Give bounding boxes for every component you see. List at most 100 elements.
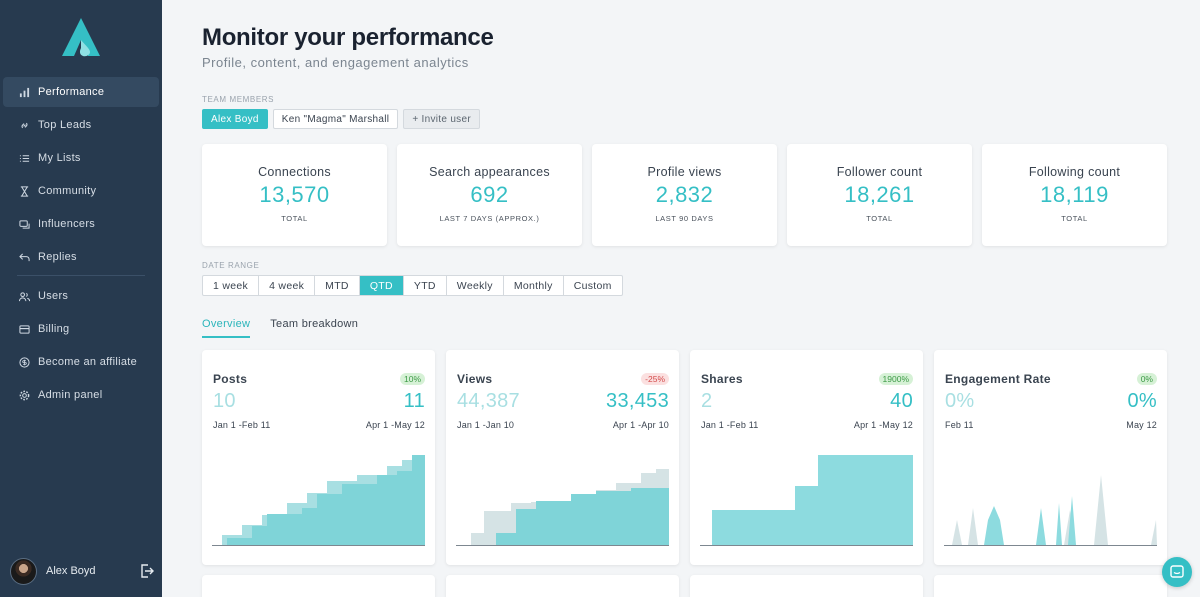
- brand-logo-icon[interactable]: [60, 16, 102, 58]
- invite-user-button[interactable]: + Invite user: [403, 109, 480, 129]
- list-icon: [18, 152, 30, 164]
- range-option-ytd[interactable]: YTD: [404, 276, 447, 295]
- stat-value: 13,570: [259, 182, 330, 207]
- credit-card-icon: [18, 323, 30, 335]
- range-option-weekly[interactable]: Weekly: [447, 276, 504, 295]
- stat-title: Connections: [258, 165, 331, 179]
- sidebar-item-replies[interactable]: Replies: [3, 242, 159, 272]
- metric-cards: Posts 10% 10 11 Jan 1 -Feb 11 Apr 1 -May…: [202, 350, 1167, 565]
- engagement-rate-chart: [944, 475, 1157, 546]
- logout-icon[interactable]: [139, 563, 155, 579]
- current-period-area: [456, 488, 669, 545]
- dollar-icon: [18, 356, 30, 368]
- stat-subtitle: TOTAL: [866, 214, 893, 223]
- metric-current-range: May 12: [1126, 420, 1157, 430]
- stat-subtitle: LAST 7 DAYS (APPROX.): [439, 214, 540, 223]
- metric-current-range: Apr 1 -May 12: [365, 420, 425, 430]
- views-area-chart: [456, 469, 669, 546]
- stat-subtitle: TOTAL: [1061, 214, 1088, 223]
- stat-cards: Connections 13,570 TOTAL Search appearan…: [202, 144, 1167, 246]
- sidebar-item-label: Replies: [38, 251, 77, 263]
- range-option-4-week[interactable]: 4 week: [259, 276, 316, 295]
- metric-current-value: 33,453: [606, 390, 669, 412]
- stat-title: Search appearances: [429, 165, 550, 179]
- metric-current-range: Apr 1 -May 12: [853, 420, 913, 430]
- team-members-label: TEAM MEMBERS: [202, 95, 275, 104]
- range-option-monthly[interactable]: Monthly: [504, 276, 564, 295]
- content-tabs: Overview Team breakdown: [202, 318, 358, 338]
- chat-support-button[interactable]: [1162, 557, 1192, 587]
- metric-previous-value: 10: [213, 390, 236, 412]
- sidebar-item-label: Influencers: [38, 218, 96, 230]
- stat-card-following-count: Following count 18,119 TOTAL: [982, 144, 1167, 246]
- date-range-selector: 1 week 4 week MTD QTD YTD Weekly Monthly…: [202, 275, 623, 296]
- team-member-chip[interactable]: Ken "Magma" Marshall: [272, 109, 399, 129]
- metric-previous-range: Jan 1 -Feb 11: [213, 420, 271, 430]
- sidebar-item-label: Admin panel: [38, 389, 103, 401]
- metric-previous-range: Jan 1 -Feb 11: [701, 420, 759, 430]
- reply-icon: [18, 251, 30, 263]
- metric-change-badge: 10%: [399, 373, 425, 385]
- metric-card: [934, 575, 1167, 597]
- page-title: Monitor your performance: [202, 24, 494, 51]
- previous-period-area: [952, 475, 1157, 545]
- sidebar-item-performance[interactable]: Performance: [3, 77, 159, 107]
- range-option-1-week[interactable]: 1 week: [203, 276, 260, 295]
- metric-card-engagement-rate: Engagement Rate 0% 0% 0% Feb 11 May 12: [934, 350, 1167, 565]
- sidebar: Performance Top Leads My Lists Community…: [0, 0, 162, 597]
- sidebar-item-label: Top Leads: [38, 119, 92, 131]
- sidebar-nav: Performance Top Leads My Lists Community…: [3, 77, 159, 413]
- sidebar-item-label: Billing: [38, 323, 70, 335]
- metric-title: Engagement Rate: [945, 372, 1051, 386]
- metric-previous-value: 0%: [945, 390, 975, 412]
- sidebar-item-billing[interactable]: Billing: [3, 314, 159, 344]
- gear-icon: [18, 389, 30, 401]
- metric-card-posts: Posts 10% 10 11 Jan 1 -Feb 11 Apr 1 -May…: [202, 350, 435, 565]
- metric-title: Views: [457, 372, 493, 386]
- stat-title: Profile views: [647, 165, 722, 179]
- current-period-area: [984, 496, 1076, 545]
- tab-overview[interactable]: Overview: [202, 318, 251, 338]
- stat-value: 18,119: [1040, 182, 1109, 207]
- sidebar-item-community[interactable]: Community: [3, 176, 159, 206]
- sidebar-item-top-leads[interactable]: Top Leads: [3, 110, 159, 140]
- current-period-area: [700, 455, 913, 545]
- users-icon: [18, 290, 30, 302]
- chat-icon: [1170, 565, 1184, 578]
- metric-previous-value: 44,387: [457, 390, 520, 412]
- posts-area-chart: [212, 455, 425, 546]
- sidebar-item-label: Users: [38, 290, 69, 302]
- metric-change-badge: 0%: [1136, 373, 1157, 385]
- metric-current-range: Apr 1 -Apr 10: [612, 420, 669, 430]
- sidebar-item-admin-panel[interactable]: Admin panel: [3, 380, 159, 410]
- avatar[interactable]: [10, 557, 37, 585]
- sidebar-item-my-lists[interactable]: My Lists: [3, 143, 159, 173]
- link-icon: [18, 119, 30, 131]
- stat-value: 692: [470, 182, 509, 207]
- stat-value: 2,832: [655, 182, 714, 207]
- sidebar-item-users[interactable]: Users: [3, 281, 159, 311]
- metric-card: [446, 575, 679, 597]
- sidebar-user: Alex Boyd: [10, 557, 155, 585]
- sidebar-divider: [17, 275, 145, 276]
- metric-current-value: 11: [403, 390, 425, 412]
- stat-title: Follower count: [836, 165, 923, 179]
- stat-title: Following count: [1028, 165, 1121, 179]
- sidebar-item-become-an-affiliate[interactable]: Become an affiliate: [3, 347, 159, 377]
- metric-card-views: Views -25% 44,387 33,453 Jan 1 -Jan 10 A…: [446, 350, 679, 565]
- team-member-chip[interactable]: Alex Boyd: [202, 109, 268, 129]
- metric-change-badge: -25%: [641, 373, 669, 385]
- metric-previous-range: Jan 1 -Jan 10: [457, 420, 515, 430]
- bar-chart-icon: [18, 86, 30, 98]
- sidebar-item-label: Community: [38, 185, 97, 197]
- metric-card: [690, 575, 923, 597]
- tab-team-breakdown[interactable]: Team breakdown: [270, 318, 359, 330]
- shares-area-chart: [700, 455, 913, 546]
- range-option-qtd[interactable]: QTD: [359, 276, 404, 295]
- page-subtitle: Profile, content, and engagement analyti…: [202, 55, 469, 70]
- stat-subtitle: TOTAL: [281, 214, 308, 223]
- stat-card-follower-count: Follower count 18,261 TOTAL: [787, 144, 972, 246]
- range-option-mtd[interactable]: MTD: [315, 276, 360, 295]
- range-option-custom[interactable]: Custom: [573, 279, 612, 292]
- sidebar-item-influencers[interactable]: Influencers: [3, 209, 159, 239]
